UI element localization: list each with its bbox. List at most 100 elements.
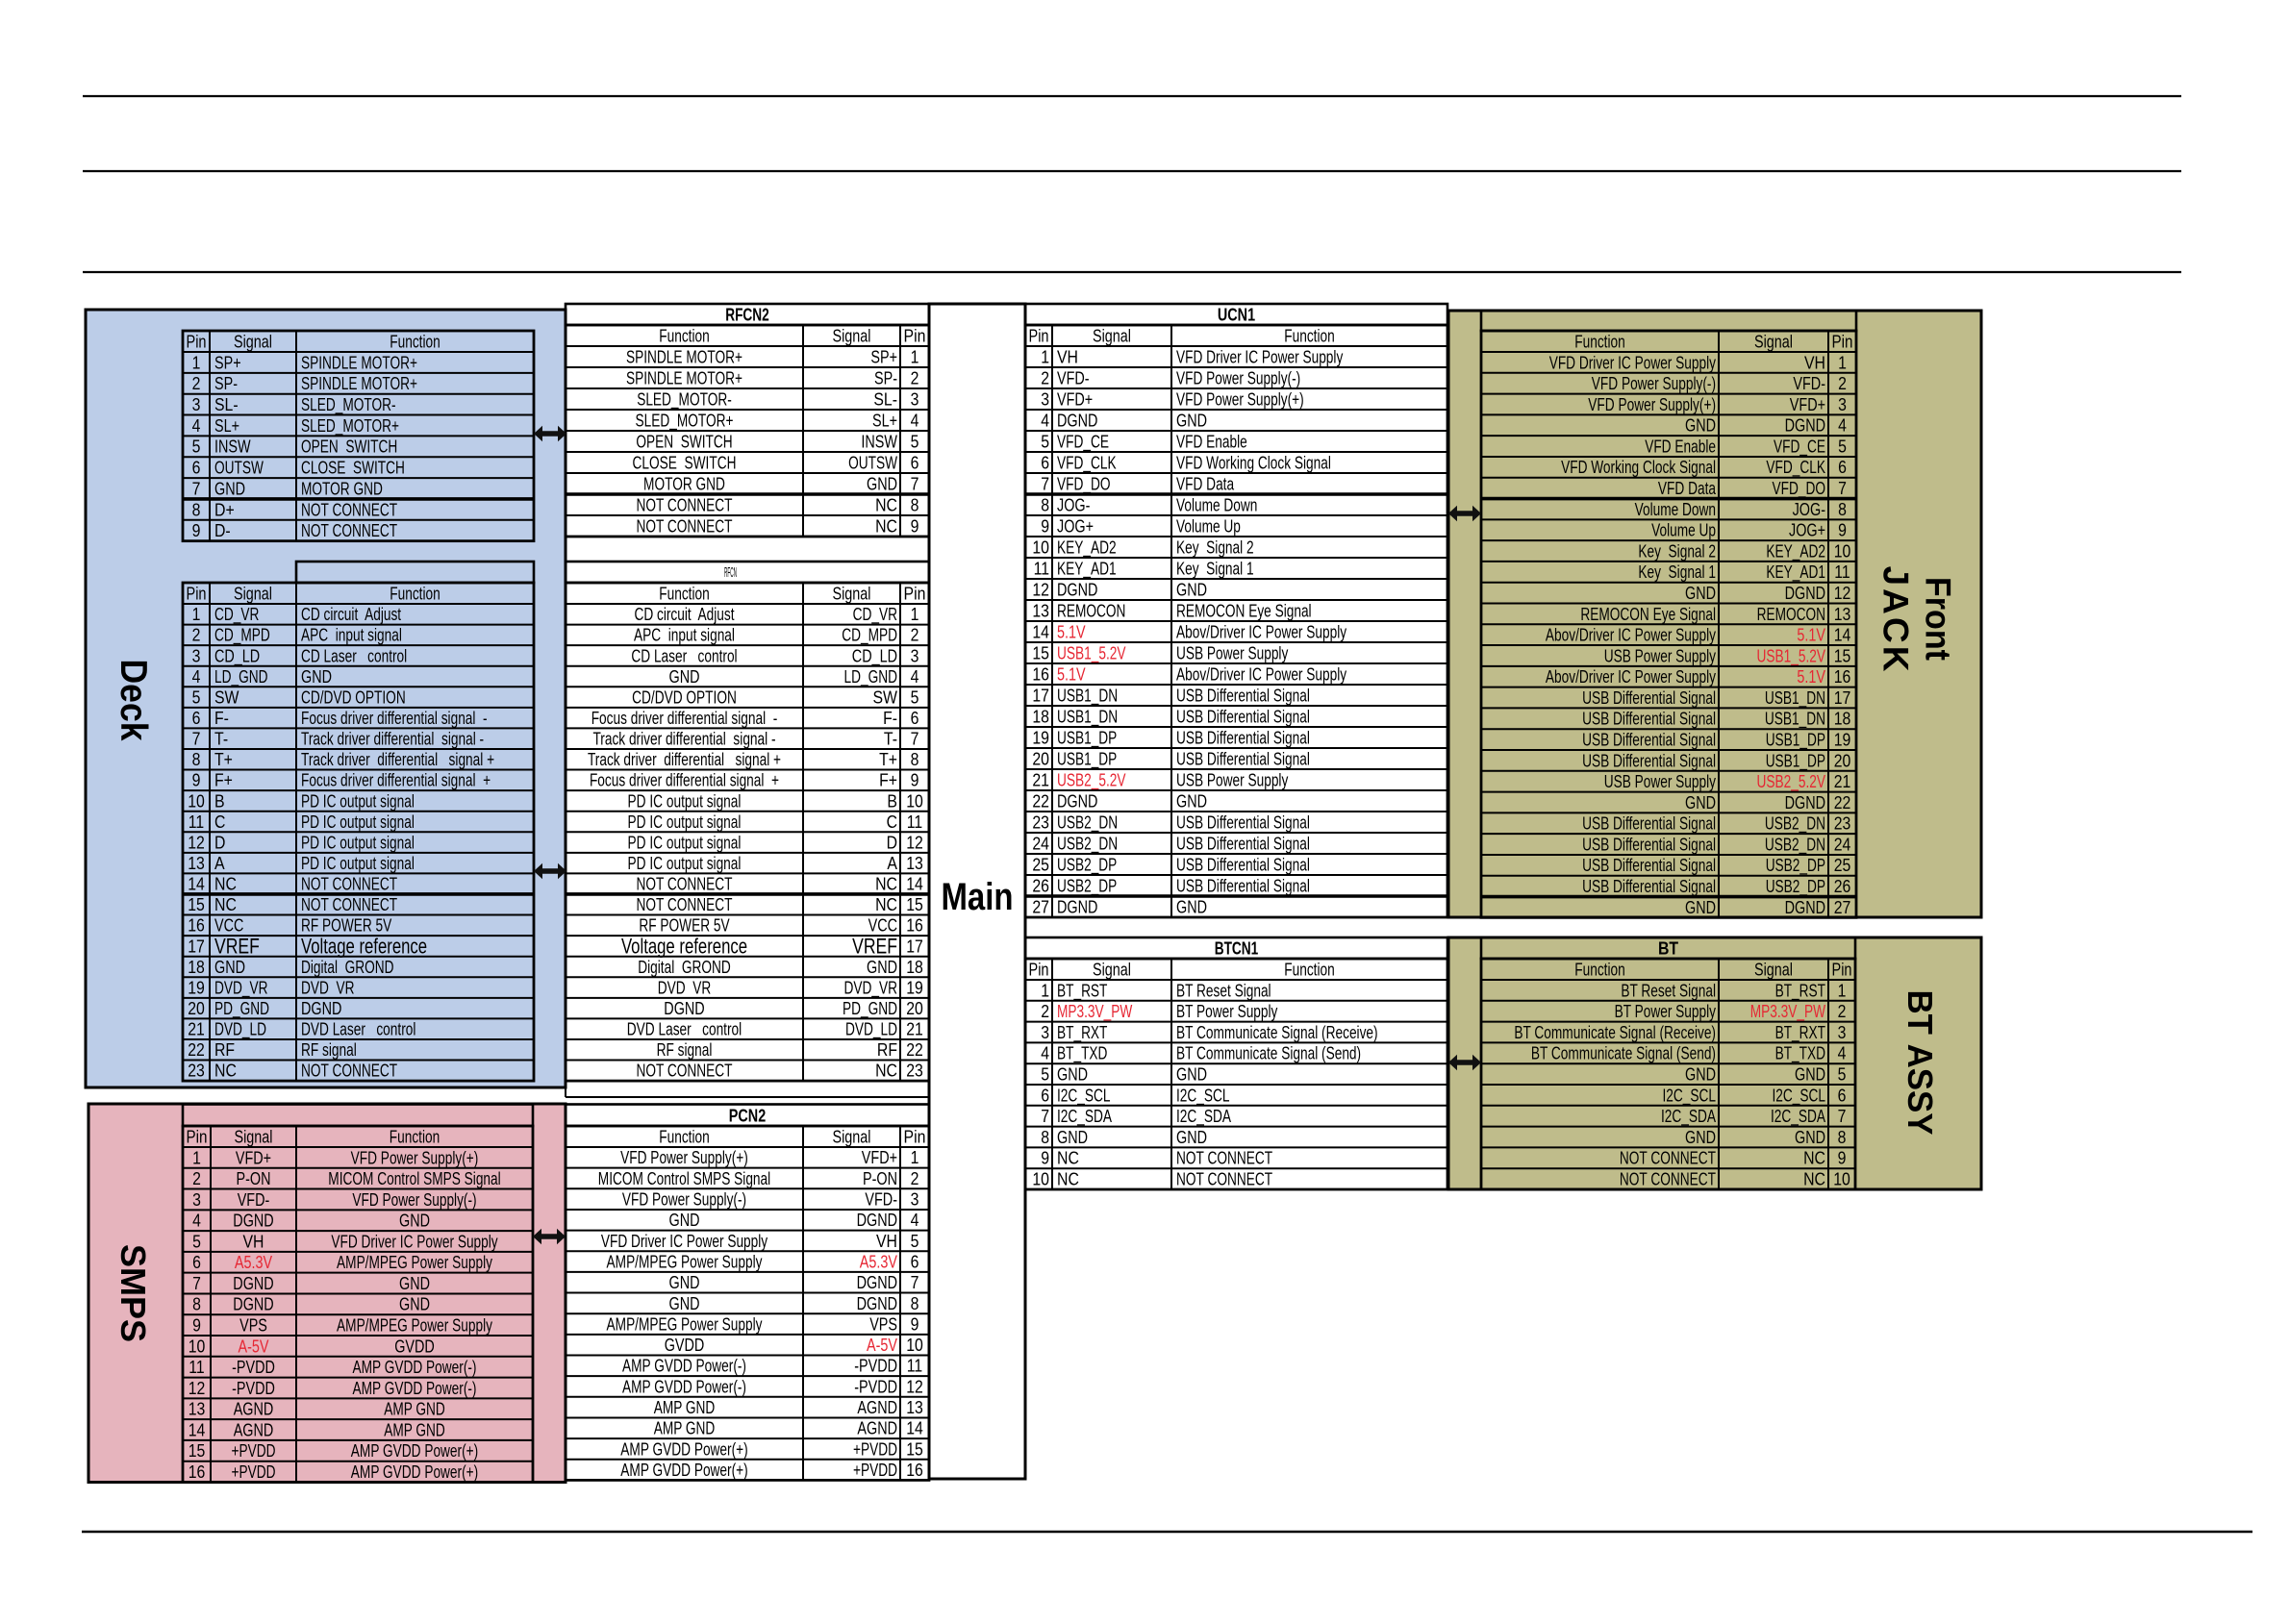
svg-text:D-: D- xyxy=(214,521,231,540)
svg-text:2: 2 xyxy=(911,1169,919,1188)
svg-text:8: 8 xyxy=(1838,500,1847,519)
svg-text:BTCN1: BTCN1 xyxy=(1215,939,1259,959)
svg-text:JOG+: JOG+ xyxy=(1789,521,1825,540)
svg-text:DVD_LD: DVD_LD xyxy=(214,1020,266,1040)
svg-text:GVDD: GVDD xyxy=(665,1336,705,1355)
svg-text:VFD Enable: VFD Enable xyxy=(1176,432,1247,451)
svg-text:5.1V: 5.1V xyxy=(1057,664,1086,684)
svg-text:DGND: DGND xyxy=(664,999,704,1018)
svg-text:A: A xyxy=(214,854,225,873)
svg-text:Function: Function xyxy=(1574,961,1625,980)
svg-text:SPINDLE MOTOR+: SPINDLE MOTOR+ xyxy=(301,353,417,372)
svg-text:CD/DVD OPTION: CD/DVD OPTION xyxy=(301,687,406,707)
svg-text:9: 9 xyxy=(911,771,919,790)
svg-text:AMP GVDD Power(-): AMP GVDD Power(-) xyxy=(353,1379,477,1398)
svg-text:DGND: DGND xyxy=(1057,791,1097,811)
svg-text:21: 21 xyxy=(1032,770,1049,789)
svg-text:AMP/MPEG Power Supply: AMP/MPEG Power Supply xyxy=(337,1253,492,1272)
svg-text:APC input signal: APC input signal xyxy=(634,626,735,645)
svg-text:LD_GND: LD_GND xyxy=(844,667,898,687)
svg-text:USB Differential Signal: USB Differential Signal xyxy=(1176,686,1310,705)
svg-text:-PVDD: -PVDD xyxy=(854,1357,897,1376)
svg-text:SPINDLE MOTOR+: SPINDLE MOTOR+ xyxy=(626,368,742,387)
svg-text:+PVDD: +PVDD xyxy=(232,1462,276,1482)
svg-text:SL+: SL+ xyxy=(872,411,897,430)
svg-text:11: 11 xyxy=(189,1358,204,1377)
svg-text:PD IC output signal: PD IC output signal xyxy=(628,833,742,852)
svg-text:USB2_5.2V: USB2_5.2V xyxy=(1757,772,1826,792)
svg-text:NC: NC xyxy=(875,875,897,894)
svg-text:Signal: Signal xyxy=(833,327,871,346)
svg-text:A5.3V: A5.3V xyxy=(235,1253,272,1272)
svg-text:VFD Working Clock Signal: VFD Working Clock Signal xyxy=(1176,453,1331,472)
svg-text:RF signal: RF signal xyxy=(301,1040,357,1060)
svg-text:8: 8 xyxy=(911,495,919,514)
svg-text:SL+: SL+ xyxy=(214,416,239,436)
svg-text:BT_RXT: BT_RXT xyxy=(1057,1023,1107,1043)
svg-text:USB1_DN: USB1_DN xyxy=(1765,688,1825,709)
svg-text:GND: GND xyxy=(1176,897,1207,916)
svg-text:7: 7 xyxy=(192,1274,201,1293)
svg-text:AMP GVDD Power(+): AMP GVDD Power(+) xyxy=(620,1461,747,1480)
svg-text:14: 14 xyxy=(188,875,205,894)
svg-text:VFD Driver IC Power Supply: VFD Driver IC Power Supply xyxy=(1176,347,1343,366)
svg-text:VFD Power Supply(+): VFD Power Supply(+) xyxy=(351,1148,479,1167)
svg-text:MICOM Control SMPS Signal: MICOM Control SMPS Signal xyxy=(598,1169,770,1188)
svg-text:12: 12 xyxy=(1834,584,1851,603)
svg-text:USB2_DN: USB2_DN xyxy=(1765,814,1825,835)
svg-text:5: 5 xyxy=(1838,437,1847,456)
svg-text:APC input signal: APC input signal xyxy=(301,626,402,645)
svg-text:7: 7 xyxy=(911,730,919,749)
svg-text:23: 23 xyxy=(188,1062,205,1081)
svg-text:JOG-: JOG- xyxy=(1793,500,1825,519)
svg-text:6: 6 xyxy=(1838,458,1847,477)
svg-text:7: 7 xyxy=(1838,1107,1847,1126)
svg-text:26: 26 xyxy=(1834,877,1851,896)
svg-text:NOT CONNECT: NOT CONNECT xyxy=(1620,1149,1716,1168)
svg-text:PD_GND: PD_GND xyxy=(843,999,897,1019)
svg-text:DGND: DGND xyxy=(1057,897,1097,916)
svg-text:DGND: DGND xyxy=(233,1295,273,1314)
svg-text:Pin: Pin xyxy=(1832,961,1852,980)
svg-text:KEY_AD2: KEY_AD2 xyxy=(1057,537,1117,558)
svg-text:VFD-: VFD- xyxy=(238,1190,270,1210)
svg-text:8: 8 xyxy=(1041,495,1049,514)
svg-text:OPEN SWITCH: OPEN SWITCH xyxy=(636,432,732,451)
svg-text:4: 4 xyxy=(911,1211,919,1230)
svg-text:22: 22 xyxy=(188,1040,205,1060)
svg-text:VFD_CE: VFD_CE xyxy=(1057,432,1109,452)
svg-text:USB Differential Signal: USB Differential Signal xyxy=(1176,812,1310,832)
svg-text:AGND: AGND xyxy=(857,1419,897,1438)
svg-text:Function: Function xyxy=(659,327,710,346)
svg-text:9: 9 xyxy=(192,771,201,790)
svg-text:VFD Enable: VFD Enable xyxy=(1645,437,1716,456)
svg-text:GND: GND xyxy=(669,1211,700,1230)
svg-text:Key Signal 2: Key Signal 2 xyxy=(1638,541,1716,561)
svg-text:NC: NC xyxy=(1803,1169,1825,1188)
svg-text:VFD Power Supply(+): VFD Power Supply(+) xyxy=(620,1148,748,1167)
svg-text:6: 6 xyxy=(192,1253,201,1272)
svg-text:NC: NC xyxy=(1057,1149,1079,1168)
svg-text:1: 1 xyxy=(1838,981,1847,1000)
svg-text:D: D xyxy=(214,833,225,852)
svg-text:MOTOR GND: MOTOR GND xyxy=(643,474,725,493)
svg-text:SL-: SL- xyxy=(214,395,239,414)
svg-text:VH: VH xyxy=(243,1232,264,1251)
svg-text:VCC: VCC xyxy=(868,916,897,936)
svg-text:DVD VR: DVD VR xyxy=(301,978,355,997)
svg-text:Pin: Pin xyxy=(904,585,926,604)
svg-text:3: 3 xyxy=(911,1190,919,1210)
svg-text:Focus driver differential sign: Focus driver differential signal + xyxy=(590,771,779,790)
svg-text:PD IC output signal: PD IC output signal xyxy=(301,854,415,873)
svg-text:GND: GND xyxy=(399,1295,430,1314)
svg-text:Signal: Signal xyxy=(833,1128,871,1147)
svg-text:13: 13 xyxy=(188,854,205,873)
svg-text:2: 2 xyxy=(192,626,201,645)
svg-text:14: 14 xyxy=(906,875,923,894)
svg-text:Pin: Pin xyxy=(187,585,207,604)
svg-text:11: 11 xyxy=(907,812,922,832)
svg-text:GND: GND xyxy=(1685,1064,1716,1084)
svg-text:DGND: DGND xyxy=(301,999,341,1018)
svg-text:BT Reset Signal: BT Reset Signal xyxy=(1621,981,1716,1000)
svg-text:VFD_CLK: VFD_CLK xyxy=(1057,453,1117,473)
